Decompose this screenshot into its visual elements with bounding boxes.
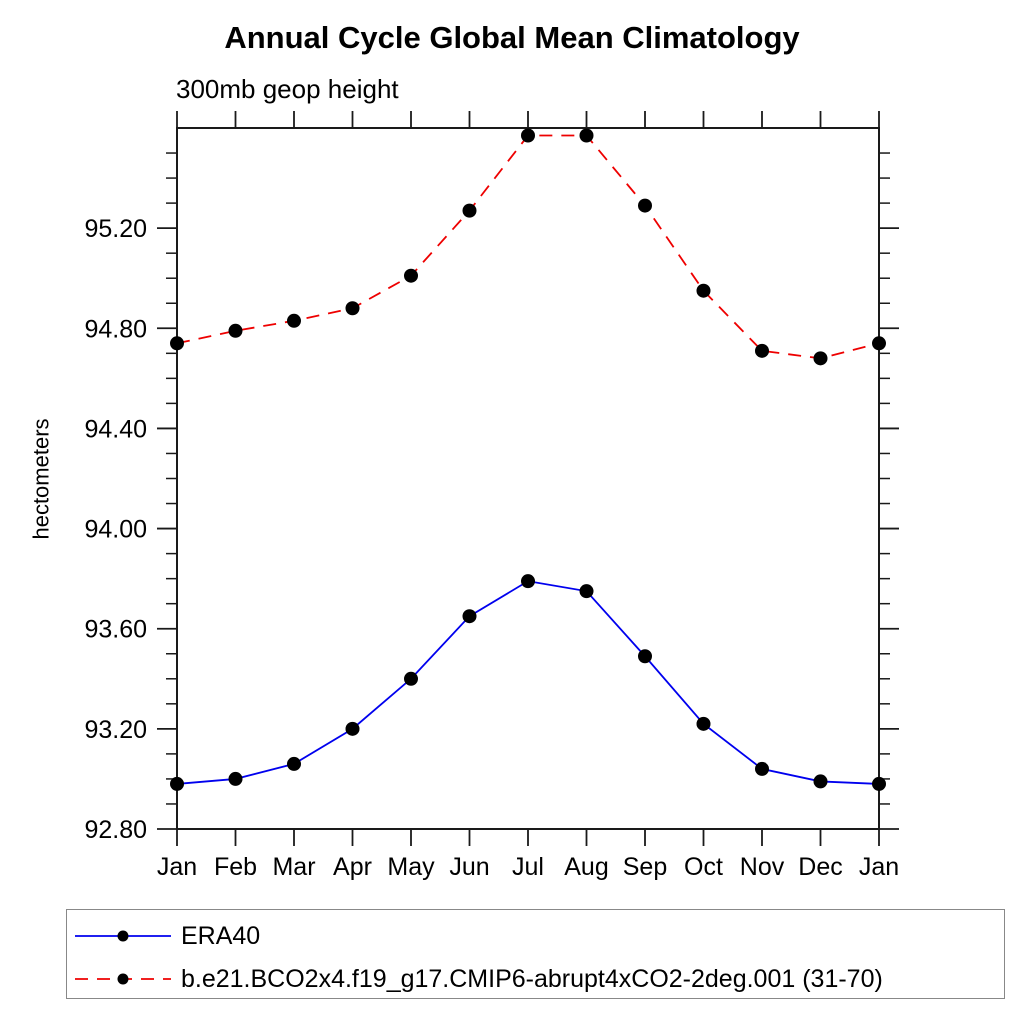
data-point-series-0 [345,721,360,736]
data-point-series-1 [755,343,769,358]
x-tick-label: Jul [512,853,544,881]
data-point-series-0 [404,671,418,686]
data-point-series-0 [696,716,711,731]
x-tick-label: Oct [684,853,723,881]
legend-label-era40: ERA40 [181,921,261,950]
data-point-series-1 [462,203,477,218]
legend-line-sample-solid [75,930,171,942]
y-tick-label: 93.20 [84,716,147,744]
x-tick-label: Dec [798,853,842,881]
x-tick-label: Jan [157,853,197,881]
data-point-series-0 [813,774,828,789]
y-tick-label: 93.60 [84,616,147,644]
plot-frame [176,127,880,830]
data-point-series-1 [579,128,594,143]
x-tick-label: Jun [449,853,489,881]
x-tick-label: Aug [564,853,608,881]
x-tick-label: Nov [740,853,785,881]
data-point-series-0 [228,771,243,786]
data-point-series-0 [462,609,477,624]
x-tick-label: Feb [214,853,257,881]
y-tick-label: 92.80 [84,816,147,844]
chart-subtitle: 300mb geop height [176,74,399,104]
data-point-series-1 [404,268,418,283]
data-point-series-0 [287,756,301,771]
chart-title: Annual Cycle Global Mean Climatology [224,20,800,55]
legend-label-model-run: b.e21.BCO2x4.f19_g17.CMIP6-abrupt4xCO2-2… [181,964,883,993]
series-line-1 [176,134,880,360]
data-point-series-1 [638,198,652,213]
data-point-series-1 [813,351,828,366]
data-point-series-1 [521,128,535,143]
x-tick-label: May [387,853,435,881]
x-tick-label: Apr [333,853,372,881]
data-point-series-0 [521,574,535,589]
series-line-0 [176,580,880,785]
y-tick-label: 95.20 [84,215,147,243]
x-tick-label: Mar [272,853,315,881]
x-tick-label: Sep [623,853,667,881]
legend-line-sample-dashed [75,973,171,985]
x-tick-label: Jan [859,853,899,881]
data-point-series-1 [696,283,711,298]
legend-entry-model-run: b.e21.BCO2x4.f19_g17.CMIP6-abrupt4xCO2-2… [73,962,883,996]
y-tick-label: 94.80 [84,315,147,343]
data-point-series-0 [755,761,769,776]
data-point-series-1 [872,336,886,351]
data-point-series-1 [287,313,301,328]
data-point-series-0 [638,649,652,664]
data-point-series-1 [228,323,243,338]
y-tick-label: 94.00 [84,516,147,544]
data-point-series-1 [345,301,360,316]
y-tick-label: 94.40 [84,415,147,443]
legend-entry-era40: ERA40 [73,919,260,953]
data-point-series-0 [872,776,886,791]
data-point-series-1 [170,336,184,351]
data-point-series-0 [170,776,184,791]
legend-box: ERA40 b.e21.BCO2x4.f19_g17.CMIP6-abrupt4… [66,909,1005,999]
data-point-series-0 [579,584,594,599]
